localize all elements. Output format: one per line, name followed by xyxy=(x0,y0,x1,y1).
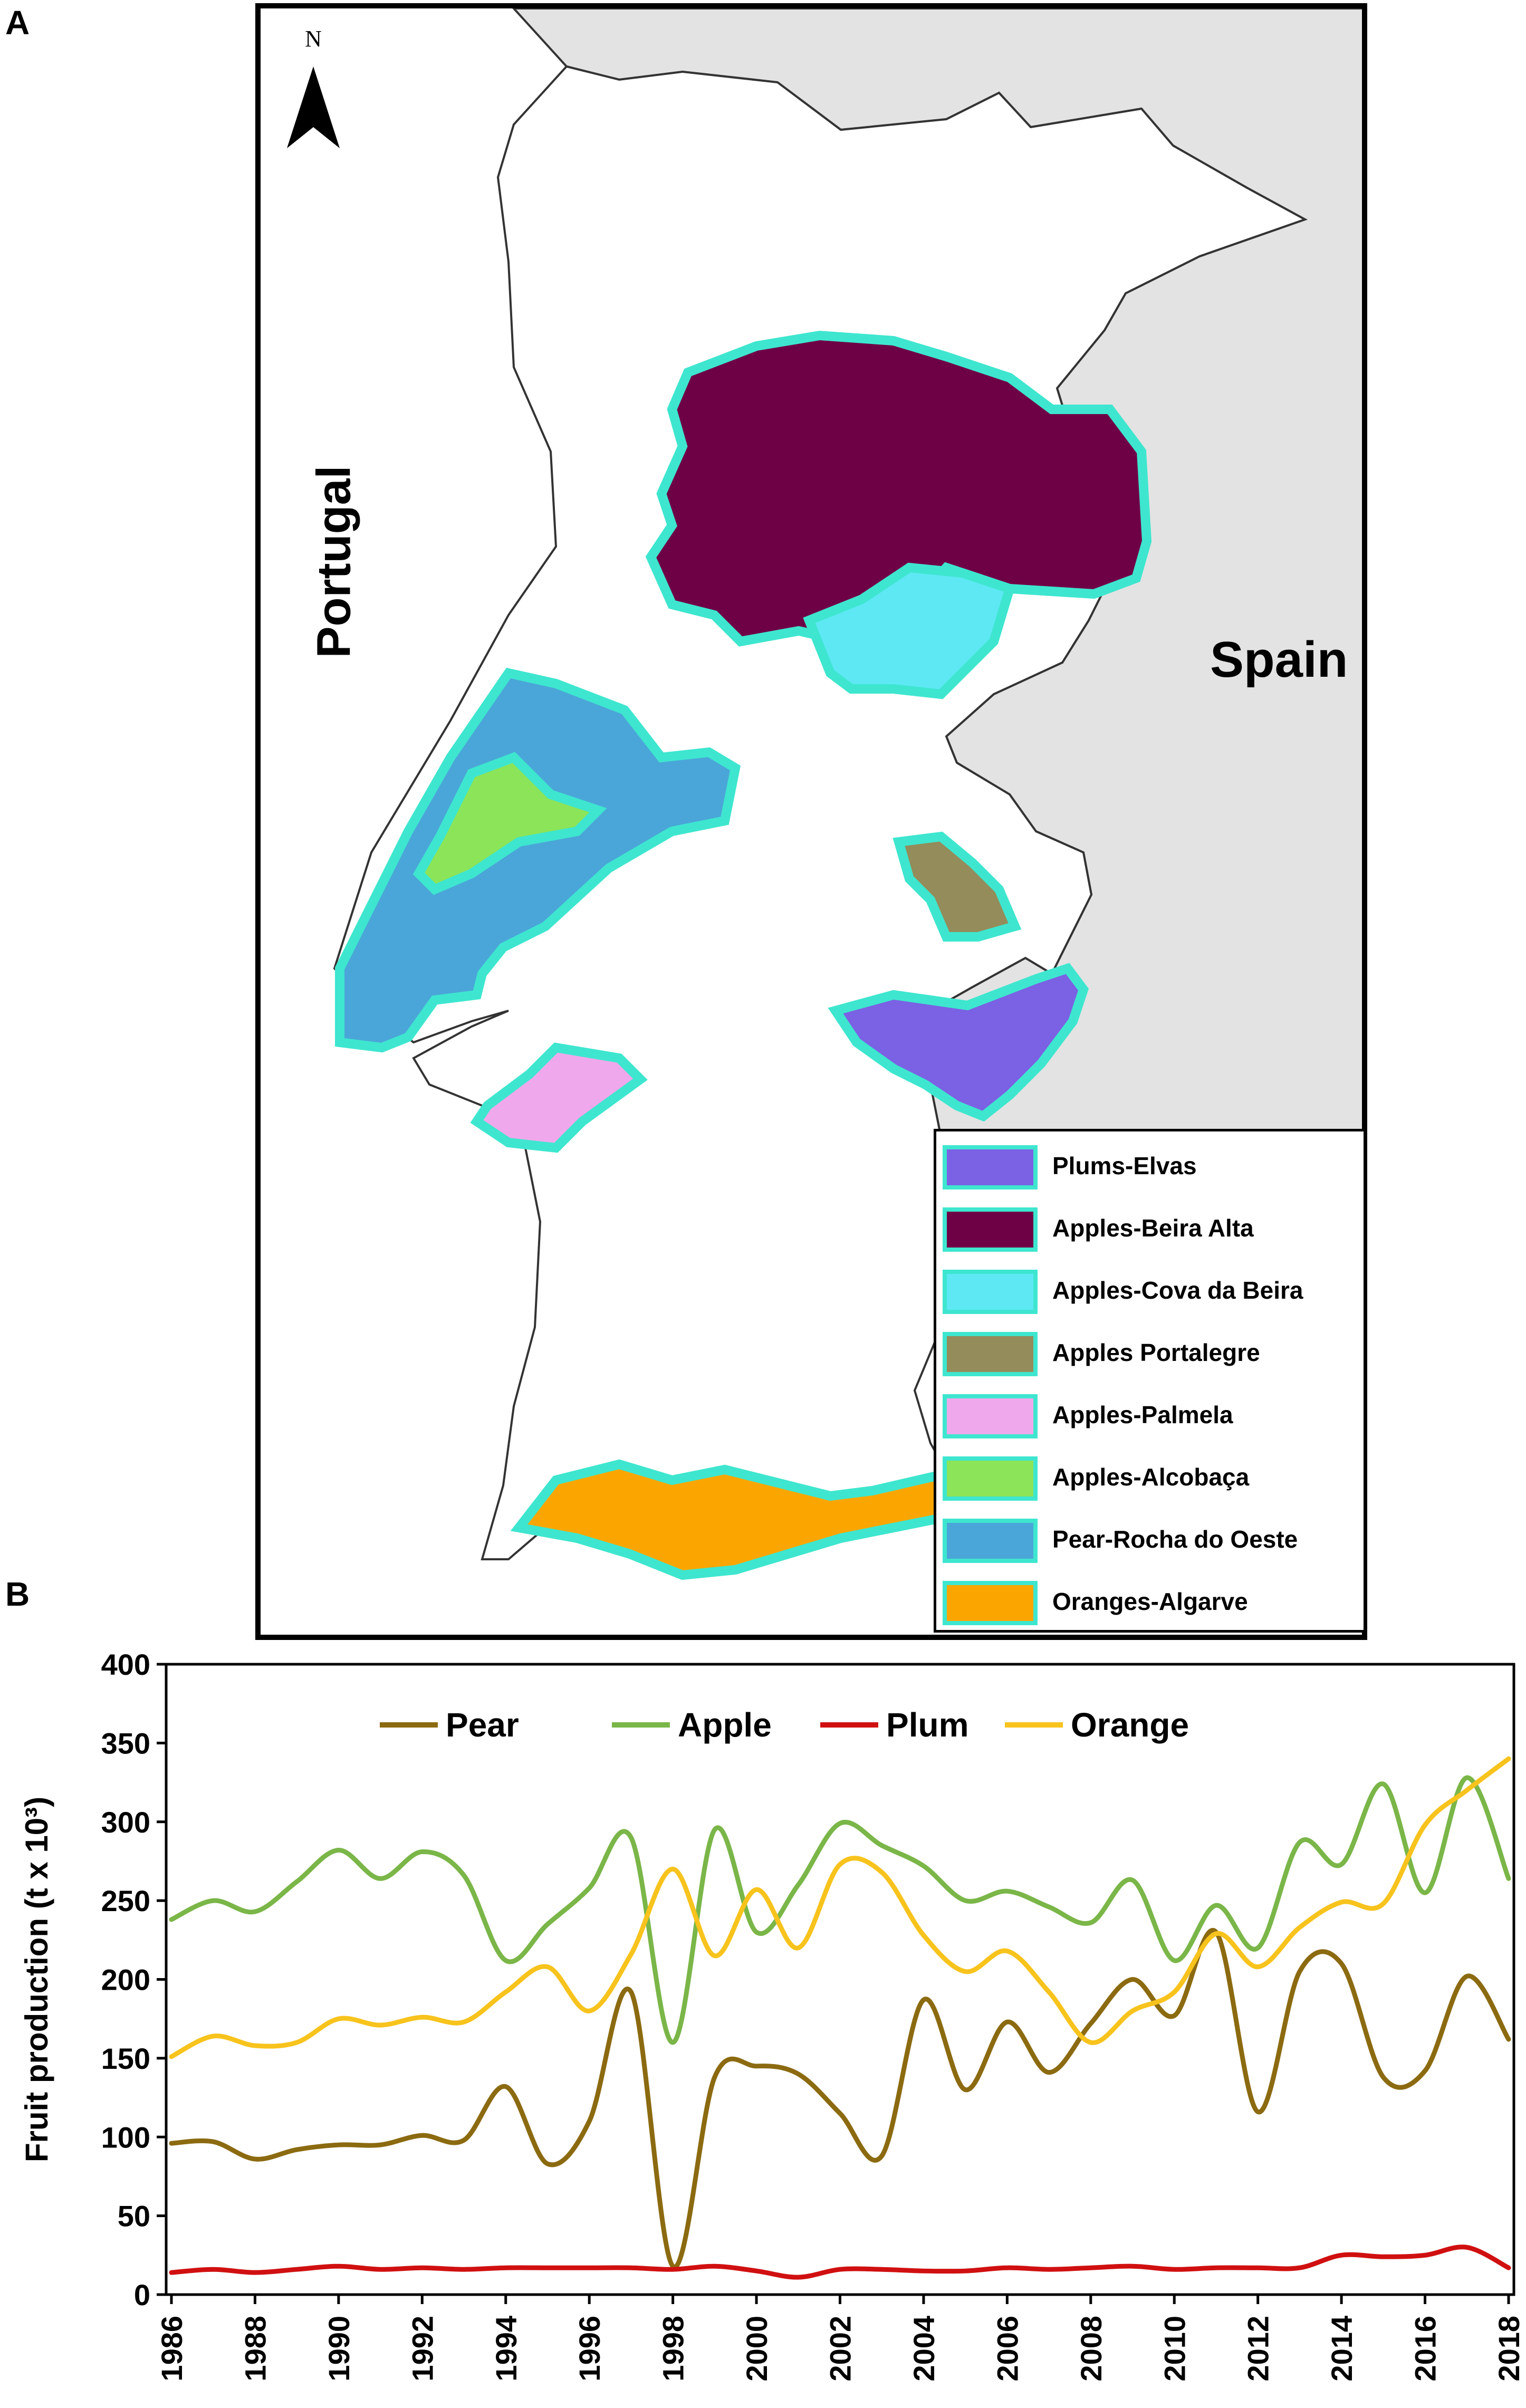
portugal-label: Portugal xyxy=(308,465,361,658)
legend-swatch xyxy=(943,1456,1038,1501)
x-tick-label: 2000 xyxy=(740,2316,773,2382)
x-tick-label: 1998 xyxy=(657,2316,690,2382)
map-legend: Plums-Elvas Apples-Beira Alta Apples-Cova … xyxy=(934,1129,1366,1633)
spain-label: Spain xyxy=(1210,631,1348,688)
legend-label: Oranges-Algarve xyxy=(1052,1588,1248,1615)
legend-swatch xyxy=(943,1207,1038,1252)
y-tick-label: 0 xyxy=(134,2278,150,2311)
legend-label-orange: Orange xyxy=(1071,1706,1189,1744)
x-tick-label: 2018 xyxy=(1492,2316,1525,2382)
plot-frame xyxy=(165,1663,1515,2296)
region-portalegre xyxy=(892,831,1022,942)
x-tick-label: 2012 xyxy=(1242,2316,1275,2382)
legend-label: Apples-Cova da Beira xyxy=(1052,1277,1303,1304)
legend-swatch xyxy=(943,1581,1038,1625)
legend-item: Plums-Elvas xyxy=(936,1136,1364,1198)
legend-item: Apples-Alcobaça xyxy=(936,1447,1364,1509)
x-tick-label: 1988 xyxy=(238,2316,272,2382)
legend-label: Plums-Elvas xyxy=(1052,1152,1197,1179)
legend-label-plum: Plum xyxy=(886,1706,968,1744)
y-tick-label: 50 xyxy=(118,2200,150,2233)
map-svg: N xyxy=(287,8,1362,1580)
x-tick-label: 2016 xyxy=(1409,2316,1442,2382)
line-chart: 0 50 100 150 200 250 300 350 400 1986 1988 1990 1992… xyxy=(19,1648,1525,2382)
legend-label: Pear-Rocha do Oeste xyxy=(1052,1526,1298,1553)
region-alcobaca xyxy=(412,752,607,895)
legend-label: Apples-Beira Alta xyxy=(1052,1214,1254,1242)
legend-label: Apples-Palmela xyxy=(1052,1401,1233,1428)
x-tick-label: 1986 xyxy=(155,2316,188,2382)
y-tick-label: 300 xyxy=(101,1806,150,1839)
region-rocha-do-oeste xyxy=(335,667,741,1053)
legend-swatch xyxy=(943,1270,1038,1314)
legend-swatch xyxy=(943,1519,1038,1563)
legend-item: Apples-Beira Alta xyxy=(936,1198,1364,1260)
region-palmela xyxy=(470,1042,648,1153)
series-line-orange xyxy=(169,1756,1511,2059)
legend-label: Apples Portalegre xyxy=(1052,1339,1260,1366)
series-line-pear xyxy=(169,1927,1511,2270)
legend-label: Apples-Alcobaça xyxy=(1052,1463,1250,1491)
legend-label-apple: Apple xyxy=(678,1706,772,1744)
x-tick-label: 1990 xyxy=(322,2316,356,2382)
x-tick-label: 2010 xyxy=(1158,2316,1191,2382)
x-tick-label: 2014 xyxy=(1325,2316,1358,2382)
legend-item: Apples-Cova da Beira xyxy=(936,1260,1364,1322)
y-axis-title: Fruit production (t x 10³) xyxy=(19,1797,54,2162)
y-tick-label: 250 xyxy=(101,1884,150,1917)
y-tick-label: 350 xyxy=(101,1726,150,1760)
series-line-apple xyxy=(169,1775,1511,2045)
y-tick-label: 150 xyxy=(101,2042,150,2075)
legend-item: Oranges-Algarve xyxy=(936,1571,1364,1634)
legend-item: Apples Portalegre xyxy=(936,1322,1364,1385)
x-tick-label: 1994 xyxy=(490,2316,523,2382)
region-elvas xyxy=(828,963,1089,1122)
north-label: N xyxy=(305,26,322,52)
x-tick-label: 1992 xyxy=(406,2316,439,2382)
panel-b-label: B xyxy=(5,1575,30,1613)
legend-item: Apples-Palmela xyxy=(936,1385,1364,1447)
map-panel: N Portugal Spain xyxy=(255,3,1367,1640)
panel-a-label: A xyxy=(5,4,30,42)
x-tick-label: 2006 xyxy=(991,2316,1024,2382)
series-line-plum xyxy=(169,2244,1511,2280)
x-tick-label: 2002 xyxy=(824,2316,857,2382)
y-tick-label: 400 xyxy=(101,1648,150,1681)
legend-item: Pear-Rocha do Oeste xyxy=(936,1509,1364,1571)
legend-swatch xyxy=(943,1394,1038,1438)
region-cova-da-beira xyxy=(803,562,1016,699)
legend-swatch xyxy=(943,1332,1038,1376)
north-arrow-icon xyxy=(287,66,340,148)
y-tick-label: 100 xyxy=(101,2121,150,2154)
legend-swatch xyxy=(943,1145,1038,1189)
y-tick-label: 200 xyxy=(101,1963,150,1997)
x-tick-label: 2008 xyxy=(1074,2316,1108,2382)
legend-label-pear: Pear xyxy=(446,1706,519,1744)
x-tick-label: 2004 xyxy=(907,2316,940,2382)
x-tick-label: 1996 xyxy=(573,2316,606,2382)
